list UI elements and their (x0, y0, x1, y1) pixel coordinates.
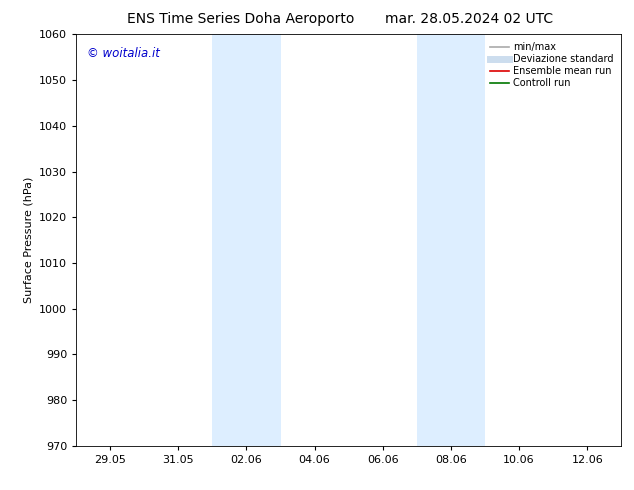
Legend: min/max, Deviazione standard, Ensemble mean run, Controll run: min/max, Deviazione standard, Ensemble m… (487, 39, 616, 91)
Text: mar. 28.05.2024 02 UTC: mar. 28.05.2024 02 UTC (385, 12, 553, 26)
Text: © woitalia.it: © woitalia.it (87, 47, 160, 60)
Y-axis label: Surface Pressure (hPa): Surface Pressure (hPa) (23, 177, 34, 303)
Bar (212, 34, 280, 446)
Bar (417, 34, 485, 446)
Text: ENS Time Series Doha Aeroporto: ENS Time Series Doha Aeroporto (127, 12, 354, 26)
